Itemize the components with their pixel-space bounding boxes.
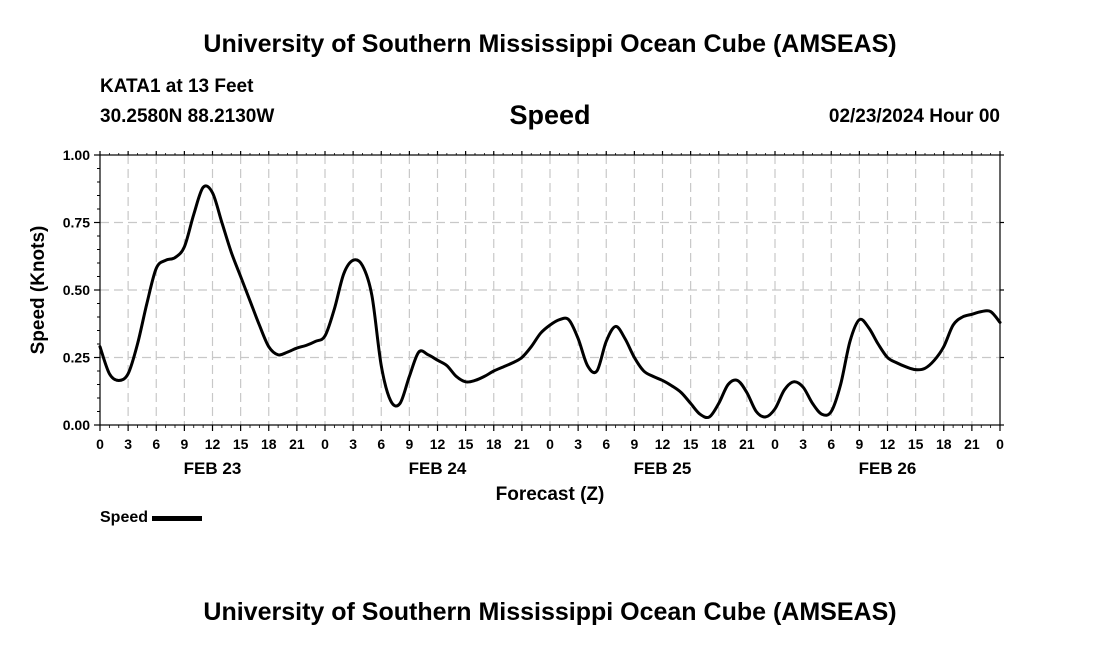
x-tick-label: 9: [855, 436, 863, 452]
x-tick-label: 18: [936, 436, 952, 452]
x-tick-label: 6: [827, 436, 835, 452]
x-tick-label: 9: [630, 436, 638, 452]
day-label: FEB 25: [634, 459, 692, 478]
x-tick-label: 0: [546, 436, 554, 452]
station-label: KATA1 at 13 Feet: [100, 76, 254, 97]
day-label: FEB 23: [184, 459, 242, 478]
x-tick-label: 0: [96, 436, 104, 452]
x-axis-label: Forecast (Z): [496, 484, 605, 505]
x-tick-label: 18: [486, 436, 502, 452]
x-tick-label: 18: [261, 436, 277, 452]
y-tick-label: 0.25: [63, 350, 90, 366]
x-tick-label: 3: [574, 436, 582, 452]
x-tick-label: 6: [152, 436, 160, 452]
x-tick-label: 3: [124, 436, 132, 452]
x-tick-label: 3: [349, 436, 357, 452]
x-tick-label: 0: [771, 436, 779, 452]
x-tick-label: 21: [739, 436, 755, 452]
day-label: FEB 24: [409, 459, 467, 478]
x-tick-label: 0: [321, 436, 329, 452]
x-tick-label: 15: [458, 436, 474, 452]
x-tick-label: 15: [683, 436, 699, 452]
y-tick-label: 0.00: [63, 417, 90, 433]
x-tick-label: 0: [996, 436, 1004, 452]
parameter-title: Speed: [509, 100, 591, 130]
chart-main-title: University of Southern Mississippi Ocean…: [203, 30, 897, 58]
x-tick-label: 15: [908, 436, 924, 452]
x-tick-label: 15: [233, 436, 249, 452]
x-tick-label: 9: [405, 436, 413, 452]
y-axis-label: Speed (Knots): [28, 226, 49, 355]
grid-layer: [100, 155, 1000, 425]
y-tick-label: 0.50: [63, 282, 90, 298]
legend-line-swatch: [152, 515, 203, 521]
y-tick-label: 1.00: [63, 147, 90, 163]
x-tick-label: 6: [602, 436, 610, 452]
legend-label: Speed: [100, 509, 149, 526]
x-tick-label: 6: [377, 436, 385, 452]
x-tick-label: 18: [711, 436, 727, 452]
speed-series-line: [98, 184, 1002, 420]
x-tick-label: 12: [655, 436, 671, 452]
axis-layer: 0.00 0.25 0.50 0.75 1.00 0 3 6 9 12 15 18 21 0 3 6 9 12 15…: [63, 147, 1004, 478]
y-tick-label: 0.75: [63, 215, 90, 231]
x-tick-label: 21: [289, 436, 305, 452]
forecast-datetime: 02/23/2024 Hour 00: [828, 106, 1000, 127]
day-label: FEB 26: [859, 459, 917, 478]
x-tick-label: 21: [964, 436, 980, 452]
footer-title: University of Southern Mississippi Ocean…: [203, 598, 897, 626]
x-tick-label: 12: [430, 436, 446, 452]
x-tick-label: 12: [205, 436, 221, 452]
x-tick-label: 9: [180, 436, 188, 452]
legend: Speed: [100, 509, 203, 527]
x-tick-label: 21: [514, 436, 530, 452]
x-tick-label: 3: [799, 436, 807, 452]
coordinates-label: 30.2580N 88.2130W: [100, 106, 275, 127]
x-tick-label: 12: [880, 436, 896, 452]
